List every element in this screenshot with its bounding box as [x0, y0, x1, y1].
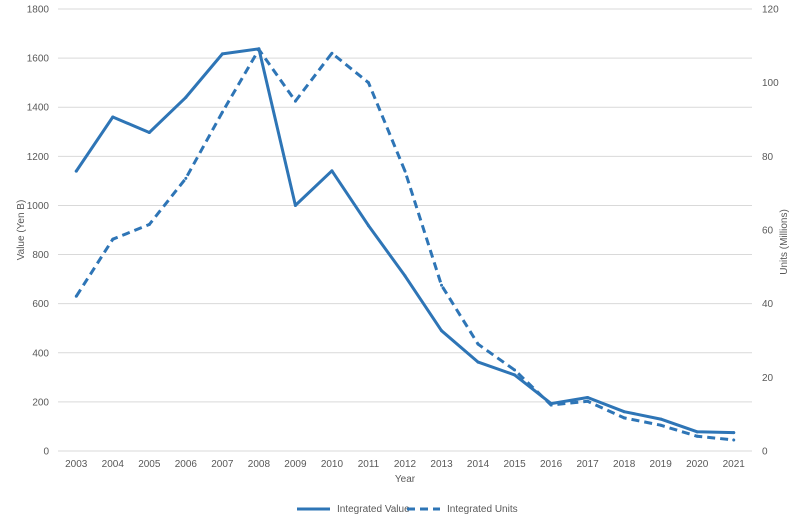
x-tick-label: 2021: [723, 459, 746, 470]
x-tick-label: 2011: [358, 459, 380, 470]
left-tick-label: 0: [43, 447, 49, 458]
left-tick-label: 1000: [27, 201, 50, 212]
data-point-integrated-units: [220, 110, 224, 114]
data-point-integrated-value: [403, 274, 407, 278]
legend-label-integrated-value: Integrated Value: [337, 504, 410, 515]
x-tick-label: 2019: [650, 459, 673, 470]
left-tick-label: 1600: [27, 54, 50, 65]
data-point-integrated-units: [74, 294, 78, 298]
left-axis-title: Value (Yen B): [16, 200, 27, 261]
left-tick-label: 200: [32, 397, 49, 408]
x-tick-label: 2007: [211, 459, 234, 470]
x-axis-title: Year: [395, 474, 416, 485]
x-tick-label: 2012: [394, 459, 417, 470]
gridlines: [58, 8, 752, 403]
data-point-integrated-units: [147, 222, 151, 226]
x-tick-label: 2020: [686, 459, 709, 470]
data-point-integrated-units: [586, 399, 590, 403]
series-line-integrated-value: [74, 47, 736, 435]
data-point-integrated-units: [476, 342, 480, 346]
data-point-integrated-units: [111, 237, 115, 241]
series-layer: [74, 47, 736, 442]
data-point-integrated-value: [732, 431, 736, 435]
x-tick-label: 2009: [284, 459, 307, 470]
x-tick-label: 2004: [102, 459, 125, 470]
data-point-integrated-value: [111, 115, 115, 119]
x-axis-tick-labels: 2003 2004 2005 2006 2007 2008 2009 2010 2011 2012…: [65, 459, 745, 470]
right-tick-label: 120: [762, 5, 779, 16]
legend-label-integrated-units: Integrated Units: [447, 504, 518, 515]
x-tick-label: 2013: [430, 459, 453, 470]
data-point-integrated-value: [184, 95, 188, 99]
x-tick-label: 2017: [577, 459, 600, 470]
data-point-integrated-value: [659, 417, 663, 421]
right-axis-tick-labels: 0 20 40 60 80 100 120: [762, 5, 779, 458]
data-point-integrated-units: [659, 423, 663, 427]
right-tick-label: 80: [762, 152, 774, 163]
data-point-integrated-units: [293, 99, 297, 103]
data-point-integrated-units: [732, 438, 736, 442]
data-point-integrated-value: [622, 410, 626, 414]
x-tick-label: 2016: [540, 459, 563, 470]
x-tick-label: 2008: [248, 459, 271, 470]
data-point-integrated-value: [366, 224, 370, 228]
x-tick-label: 2014: [467, 459, 490, 470]
x-tick-label: 2003: [65, 459, 88, 470]
right-tick-label: 100: [762, 78, 779, 89]
data-point-integrated-units: [549, 403, 553, 407]
right-tick-label: 40: [762, 299, 774, 310]
right-tick-label: 20: [762, 373, 774, 384]
data-point-integrated-value: [293, 203, 297, 207]
left-axis-tick-labels: 0 200 400 600 800 1000 1200 1400 1600 1800: [27, 5, 50, 458]
data-point-integrated-value: [74, 169, 78, 173]
data-point-integrated-value: [330, 169, 334, 173]
data-point-integrated-units: [403, 169, 407, 173]
x-tick-label: 2005: [138, 459, 161, 470]
left-tick-label: 1200: [27, 152, 50, 163]
data-point-integrated-value: [220, 52, 224, 56]
data-point-integrated-units: [330, 51, 334, 55]
x-tick-label: 2010: [321, 459, 344, 470]
data-point-integrated-units: [622, 416, 626, 420]
x-tick-label: 2006: [175, 459, 198, 470]
x-tick-label: 2015: [503, 459, 526, 470]
data-point-integrated-value: [695, 430, 699, 434]
data-point-integrated-value: [513, 373, 517, 377]
data-point-integrated-units: [440, 283, 444, 287]
data-point-integrated-units: [513, 368, 517, 372]
left-tick-label: 1800: [27, 5, 50, 16]
data-point-integrated-units: [257, 48, 261, 52]
data-point-integrated-units: [184, 176, 188, 180]
left-tick-label: 1400: [27, 103, 50, 114]
left-tick-label: 800: [32, 250, 49, 261]
left-tick-label: 400: [32, 348, 49, 359]
right-tick-label: 0: [762, 447, 768, 458]
right-tick-label: 60: [762, 226, 774, 237]
data-point-integrated-units: [366, 81, 370, 85]
data-point-integrated-units: [695, 434, 699, 438]
data-point-integrated-value: [476, 360, 480, 364]
data-point-integrated-value: [147, 131, 151, 135]
legend: Integrated Value Integrated Units: [297, 504, 518, 515]
right-axis-title: Units (Millions): [779, 209, 790, 275]
x-tick-label: 2018: [613, 459, 636, 470]
left-tick-label: 600: [32, 299, 49, 310]
data-point-integrated-value: [586, 395, 590, 399]
data-point-integrated-value: [440, 329, 444, 333]
